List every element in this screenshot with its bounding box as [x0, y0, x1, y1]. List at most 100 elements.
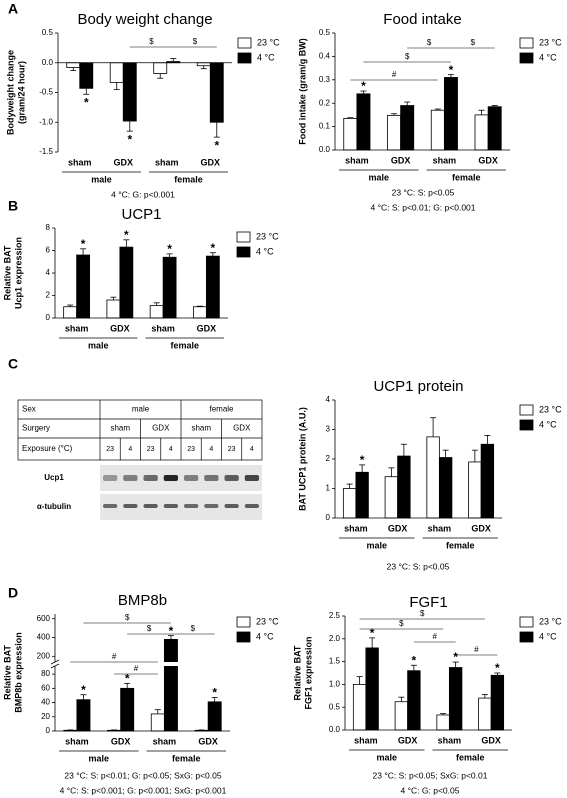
significance-star: * — [361, 79, 366, 93]
table-cell: 4 — [169, 446, 173, 453]
x-tick-label: sham — [68, 157, 92, 167]
table-cell: female — [209, 405, 234, 414]
bar — [384, 476, 399, 519]
blot-label: Ucp1 — [44, 473, 64, 482]
x-tick-label: sham — [65, 323, 89, 333]
y-tick-label: -1.5 — [39, 147, 53, 156]
bar — [343, 118, 358, 151]
y-tick-label: 0.5 — [319, 28, 331, 37]
y-tick-label: 0.5 — [42, 28, 54, 37]
y-tick-label: 0.4 — [319, 52, 331, 61]
blot-band — [103, 475, 118, 481]
bar — [106, 299, 121, 319]
table-cell: 23 — [106, 446, 114, 453]
axis-break — [51, 662, 230, 666]
x-tick-label: sham — [438, 735, 462, 745]
legend-swatch — [519, 52, 534, 64]
table-cell: 4 — [128, 446, 132, 453]
legend-swatch — [519, 404, 534, 416]
y-tick-label: 0 — [46, 313, 51, 322]
bar — [448, 667, 463, 731]
bar — [474, 114, 489, 151]
y-tick-label: 0.2 — [319, 98, 331, 107]
stat-note: 23 °C: S: p<0.05; SxG: p<0.01 — [373, 770, 488, 780]
bracket-label: $ — [191, 624, 196, 633]
table-cell: 23 — [147, 446, 155, 453]
bracket-label: # — [392, 70, 397, 79]
chart-title: FGF1 — [409, 594, 447, 611]
group-label: female — [172, 753, 201, 763]
blot-band — [163, 504, 178, 508]
x-tick-label: sham — [433, 155, 457, 165]
stat-note: 4 °C: G: p<0.05 — [401, 785, 460, 795]
bar — [63, 306, 78, 319]
significance-star: * — [214, 138, 219, 152]
bar — [162, 256, 177, 319]
bar — [400, 105, 415, 151]
y-axis-label: Food intake (gram/g BW) — [297, 38, 307, 145]
stat-note: 23 °C: S: p<0.01; G: p<0.05; SxG: p<0.05 — [64, 770, 221, 780]
y-tick-label: 2 — [46, 291, 51, 300]
significance-star: * — [169, 624, 174, 638]
x-tick-label: sham — [354, 735, 378, 745]
significance-star: * — [453, 650, 458, 664]
bar — [209, 62, 224, 123]
stat-note: 4 °C: S: p<0.01; G: p<0.001 — [371, 202, 476, 212]
table-cell: 23 — [228, 446, 236, 453]
table-cell: Sex — [22, 405, 36, 414]
bar — [192, 306, 207, 319]
y-tick-label: 4 — [46, 268, 51, 277]
table-cell: GDX — [233, 424, 251, 433]
group-label: male — [366, 540, 387, 550]
y-tick-label: 2 — [326, 454, 331, 463]
y-tick-label: 6 — [46, 246, 51, 255]
blot-label: α-tubulin — [37, 502, 71, 511]
break-mark — [50, 659, 60, 665]
significance-star: * — [167, 242, 172, 256]
bar — [430, 109, 445, 151]
bar — [109, 62, 124, 83]
bar — [150, 713, 165, 732]
significance-star: * — [412, 653, 417, 667]
y-axis-label: Relative BAT — [2, 645, 12, 700]
blot-band — [224, 475, 239, 481]
blot-band — [204, 504, 219, 508]
legend-label: 23 °C — [539, 616, 562, 626]
x-tick-label: GDX — [481, 735, 501, 745]
table-cell: 23 — [187, 446, 195, 453]
bar — [394, 701, 409, 731]
group-label: male — [91, 174, 112, 184]
x-tick-label: GDX — [110, 323, 130, 333]
significance-star: * — [81, 683, 86, 697]
y-tick-label: 1.0 — [329, 680, 341, 689]
y-tick-label: 200 — [37, 651, 51, 660]
legend-label: 4 °C — [539, 52, 557, 62]
legend-swatch — [237, 52, 252, 64]
blot-band — [224, 504, 239, 508]
significance-star: * — [125, 672, 130, 686]
significance-star: * — [212, 686, 217, 700]
y-tick-label: 0.0 — [329, 725, 341, 734]
y-tick-label: 60 — [41, 683, 50, 692]
bar — [76, 699, 91, 732]
x-tick-label: sham — [153, 736, 177, 746]
panel-label: C — [8, 356, 18, 372]
y-tick-label: 0 — [46, 726, 51, 735]
legend-swatch — [519, 419, 534, 431]
blot-band — [184, 475, 199, 481]
bracket-label: # — [474, 645, 479, 654]
significance-star: * — [124, 228, 129, 242]
bracket-label: # — [134, 664, 139, 673]
bar — [438, 457, 453, 519]
blot-band — [204, 475, 219, 481]
break-mark — [50, 663, 60, 669]
y-tick-label: 600 — [37, 614, 51, 623]
bar — [153, 62, 168, 74]
y-tick-label: 400 — [37, 633, 51, 642]
legend-swatch — [519, 616, 534, 628]
blot-band — [143, 475, 158, 481]
bracket-label: $ — [193, 37, 198, 46]
bar — [79, 62, 94, 89]
y-tick-label: 0.5 — [329, 702, 341, 711]
